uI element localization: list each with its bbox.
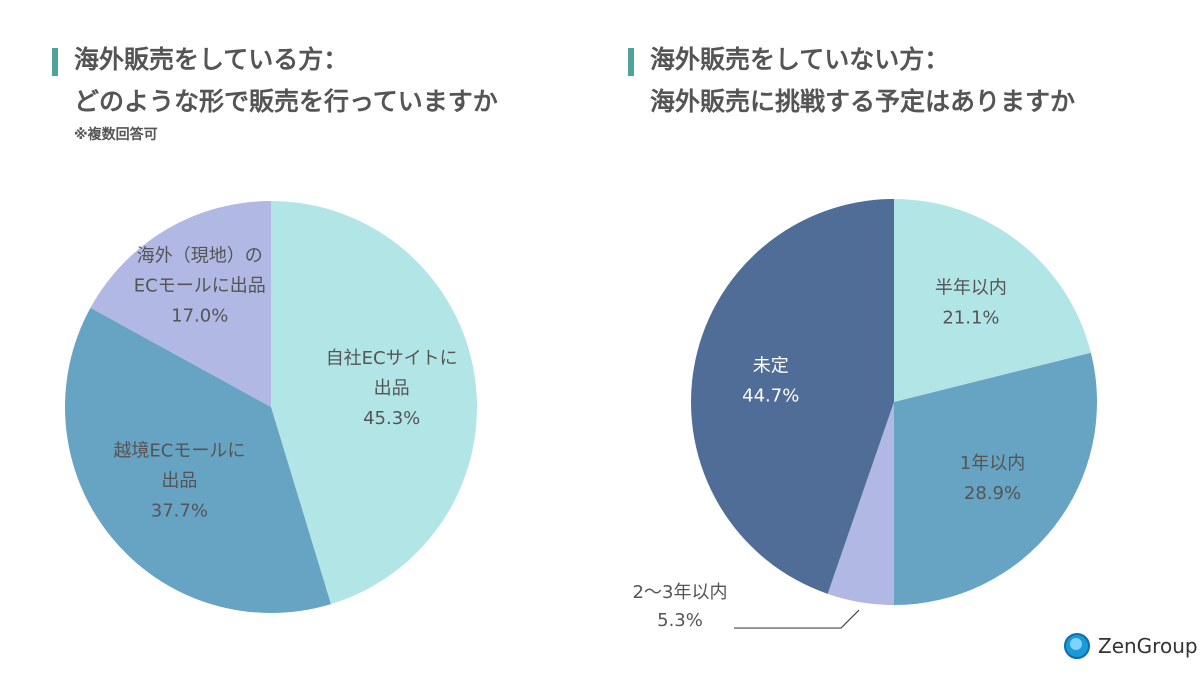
zengroup-logo-icon	[1064, 633, 1090, 659]
right-pie-slice-4-value: 44.7%	[742, 385, 799, 406]
left-pie-slice-2-label-2: 出品	[161, 470, 197, 491]
outside-slice-value: 5.3%	[657, 610, 703, 631]
left-pie-slice-1-label-2: 出品	[374, 378, 410, 399]
brand-logo-area: ZenGroup	[1064, 631, 1198, 661]
left-title-accent-bar	[52, 48, 58, 76]
right-pie-slice-2	[894, 352, 1097, 605]
left-title-line-1: 海外販売をしている方：	[74, 45, 349, 74]
outside-slice-label: 2〜3年以内 5.3%	[618, 578, 742, 631]
right-title-line-1: 海外販売をしていない方：	[650, 45, 950, 74]
right-pie-slice-2-value: 28.9%	[964, 483, 1021, 504]
left-pie-slice-3	[90, 201, 271, 407]
left-pie-slice-1-value: 45.3%	[363, 408, 420, 429]
left-chart-title: 海外販売をしている方： どのような形で販売を行っていますか ※複数回答可	[52, 44, 572, 154]
right-chart-title: 海外販売をしていない方： 海外販売に挑戦する予定はありますか	[628, 44, 1168, 124]
left-pie-slice-2	[64, 307, 331, 613]
right-pie-slice-1-label-1: 半年以内	[935, 277, 1007, 298]
right-pie-slice-1-value: 21.1%	[942, 307, 999, 328]
right-pie-slice-3-leader-line	[734, 609, 860, 629]
left-pie-slice-1-label-1: 自社ECサイトに	[326, 348, 458, 369]
right-pie-slice-2-label-1: 1年以内	[960, 453, 1025, 474]
left-pie-slice-2-label-1: 越境ECモールに	[113, 440, 245, 461]
right-pie-slice-1	[894, 199, 1091, 402]
outside-slice-category: 2〜3年以内	[632, 582, 728, 603]
right-pie-slice-4	[691, 199, 894, 594]
brand-name: ZenGroup	[1098, 634, 1198, 658]
left-pie-slice-3-label-1: 海外（現地）の	[137, 245, 263, 266]
right-pie-slice-4-label-1: 未定	[753, 355, 789, 376]
right-title-line-2: 海外販売に挑戦する予定はありますか	[650, 87, 1076, 116]
right-title-accent-bar	[628, 48, 634, 76]
right-pie-slice-3	[827, 402, 894, 605]
left-pie-slice-3-label-2: ECモールに出品	[134, 275, 266, 296]
left-pie-slice-1	[271, 201, 478, 605]
left-title-line-2: どのような形で販売を行っていますか	[74, 87, 498, 116]
left-pie-slice-3-value: 17.0%	[171, 305, 228, 326]
left-pie-slice-2-value: 37.7%	[151, 500, 208, 521]
left-title-note: ※複数回答可	[74, 127, 158, 143]
